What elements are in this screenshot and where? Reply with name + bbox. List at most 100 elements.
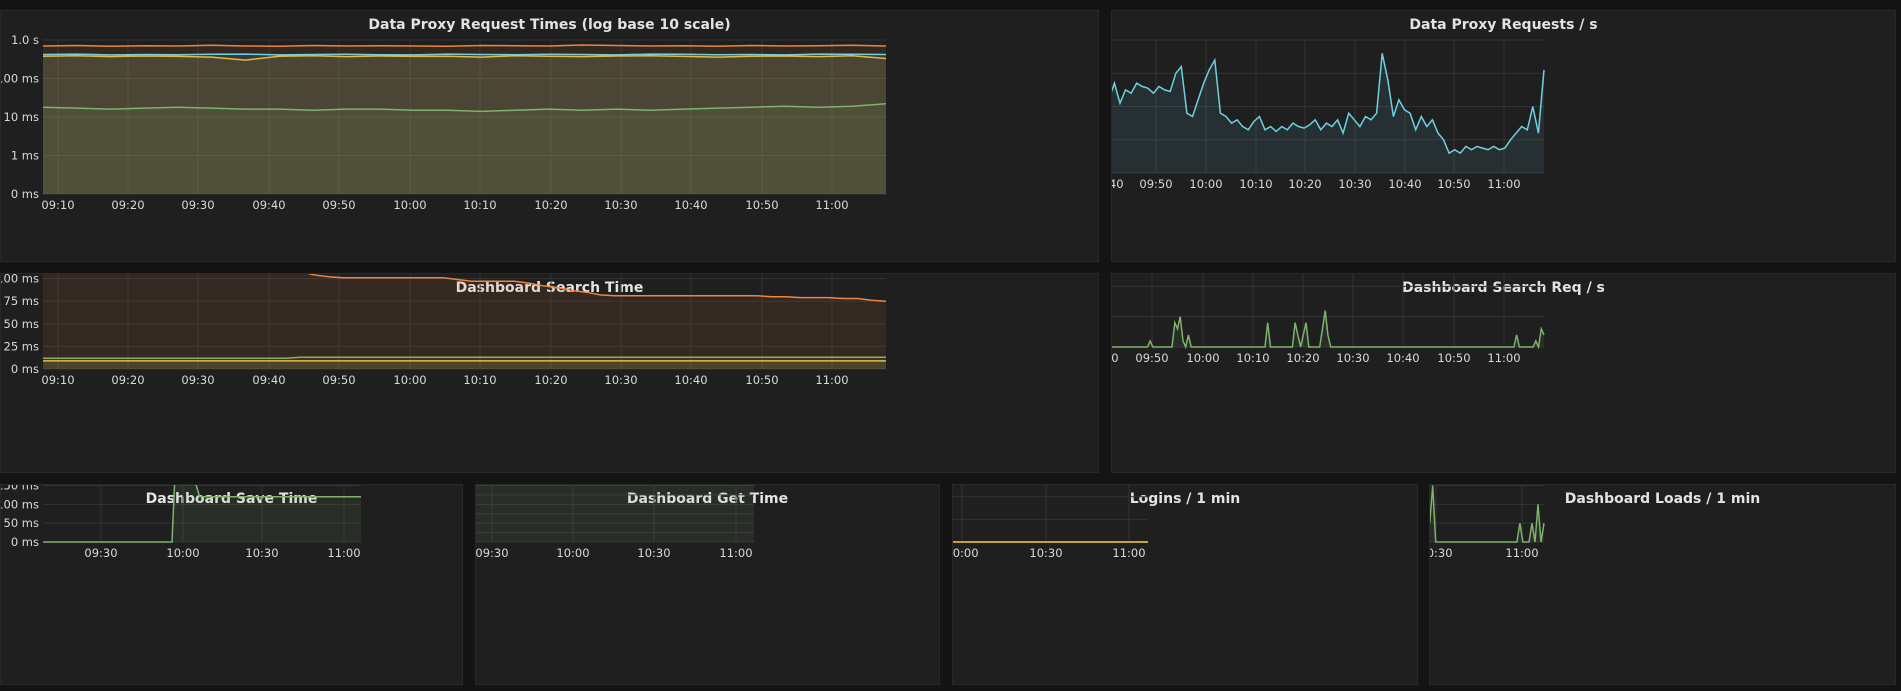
x-tick-label: 10:30 [1336,351,1369,365]
x-tick-label: 10:30 [1430,546,1453,560]
x-tick-label: 10:00 [393,198,426,212]
x-tick-label: 11:00 [719,546,752,560]
x-tick-label: 10:30 [1338,177,1371,191]
x-tick-label: 10:00 [1189,177,1222,191]
x-tick-label: 11:00 [1487,351,1520,365]
x-tick-label: 09:50 [322,373,355,387]
x-tick-label: 11:00 [815,373,848,387]
x-tick-label: 09:20 [111,198,144,212]
series-line [42,44,887,47]
x-tick-label: 10:20 [534,373,567,387]
x-tick-label: 10:00 [166,546,199,560]
panel-title[interactable]: Dashboard Search Req / s [1402,280,1605,296]
x-tick-label: 09:10 [41,373,74,387]
panel-dashboard-search-time: Dashboard Search Time 0 ms 25 ms 50 ms 75 m… [0,273,1099,473]
chart-data-proxy-requests: 30040050060070009:1009:2009:3009:4009:50… [1112,39,1545,191]
series-line [1112,53,1545,155]
x-tick-label: 10:30 [637,546,670,560]
x-tick-label: 10:40 [1386,351,1419,365]
x-tick-label: 09:40 [1112,351,1119,365]
x-tick-label: 11:00 [327,546,360,560]
x-tick-label: 10:30 [1029,546,1062,560]
y-tick-label: 10 ms [4,110,39,124]
series-area-fill [43,54,886,194]
x-tick-label: 09:50 [322,198,355,212]
x-tick-label: 09:50 [1139,177,1172,191]
series-line [43,356,886,359]
y-tick-label: 50 ms [4,516,39,530]
series-line [42,103,887,113]
x-tick-label: 10:40 [674,198,707,212]
series-area-fill [43,360,886,369]
x-tick-label: 09:40 [252,198,285,212]
x-tick-label: 11:00 [1487,177,1520,191]
x-tick-label: 09:30 [84,546,117,560]
x-tick-label: 10:20 [1288,177,1321,191]
x-tick-label: 10:30 [604,198,637,212]
x-tick-label: 10:10 [1239,177,1272,191]
series-line [43,485,361,543]
x-tick-label: 10:50 [1437,351,1470,365]
x-tick-label: 11:00 [1112,546,1145,560]
x-tick-label: 10:00 [393,373,426,387]
y-tick-label: 50 ms [4,317,39,331]
x-tick-label: 10:10 [463,373,496,387]
x-tick-label: 10:50 [745,198,778,212]
x-tick-label: 10:10 [463,198,496,212]
x-tick-label: 09:50 [1135,351,1168,365]
series-area-fill [953,485,1148,542]
series-area-fill [43,55,886,195]
series-area-fill [1112,53,1544,173]
series-area-fill [43,45,886,194]
x-tick-label: 10:20 [1286,351,1319,365]
y-tick-label: 25 ms [4,339,39,353]
panel-title[interactable]: Dashboard Search Time [455,280,644,296]
y-tick-label: 1.0 s [11,33,39,47]
series-area-fill [476,485,754,542]
panel-title[interactable]: Data Proxy Request Times (log base 10 sc… [368,17,731,33]
y-tick-label: 100 ms [1,274,39,286]
series-line [1112,310,1545,350]
series-area-fill [43,485,361,542]
panel-dashboard-loads: Dashboard Loads / 1 min 012345609:3010:0… [1429,484,1896,685]
x-tick-label: 09:10 [41,198,74,212]
series-area-fill [1112,310,1544,347]
x-tick-label: 10:40 [674,373,707,387]
y-tick-label: 75 ms [4,294,39,308]
y-tick-label: 100 ms [1,497,39,511]
y-tick-label: 100 ms [1,72,39,86]
panel-dashboard-search-req: Dashboard Search Req / s 05101509:1009:2… [1111,273,1896,473]
series-area-fill [43,274,886,369]
panel-title[interactable]: Logins / 1 min [1129,491,1241,507]
series-area-fill [43,103,886,194]
x-tick-label: 09:20 [111,373,144,387]
y-tick-label: 150 ms [1,485,39,493]
x-tick-label: 11:00 [815,198,848,212]
series-line [307,274,887,302]
panel-logins: Logins / 1 min 00.250.500.7511.2509:3010… [952,484,1418,685]
series-line [42,53,887,56]
x-tick-label: 10:40 [1388,177,1421,191]
x-tick-label: 10:20 [534,198,567,212]
series-area-fill [1430,485,1544,542]
x-tick-label: 10:50 [1437,177,1470,191]
panel-title[interactable]: Data Proxy Requests / s [1409,17,1598,33]
panel-dashboard-save-time: Dashboard Save Time 0 ms 50 ms 100 ms 150 m… [0,484,463,685]
y-tick-label: 0 ms [11,362,39,376]
x-tick-label: 09:40 [252,373,285,387]
panel-data-proxy-request-times: Data Proxy Request Times (log base 10 sc… [0,10,1099,262]
panel-title[interactable]: Dashboard Save Time [145,491,318,507]
series-line [953,541,1148,543]
y-tick-label: 0 ms [11,187,39,201]
x-tick-label: 10:00 [953,546,979,560]
x-tick-label: 11:00 [1505,546,1538,560]
x-tick-label: 10:10 [1236,351,1269,365]
x-tick-label: 10:00 [556,546,589,560]
panel-title[interactable]: Dashboard Loads / 1 min [1564,491,1761,507]
